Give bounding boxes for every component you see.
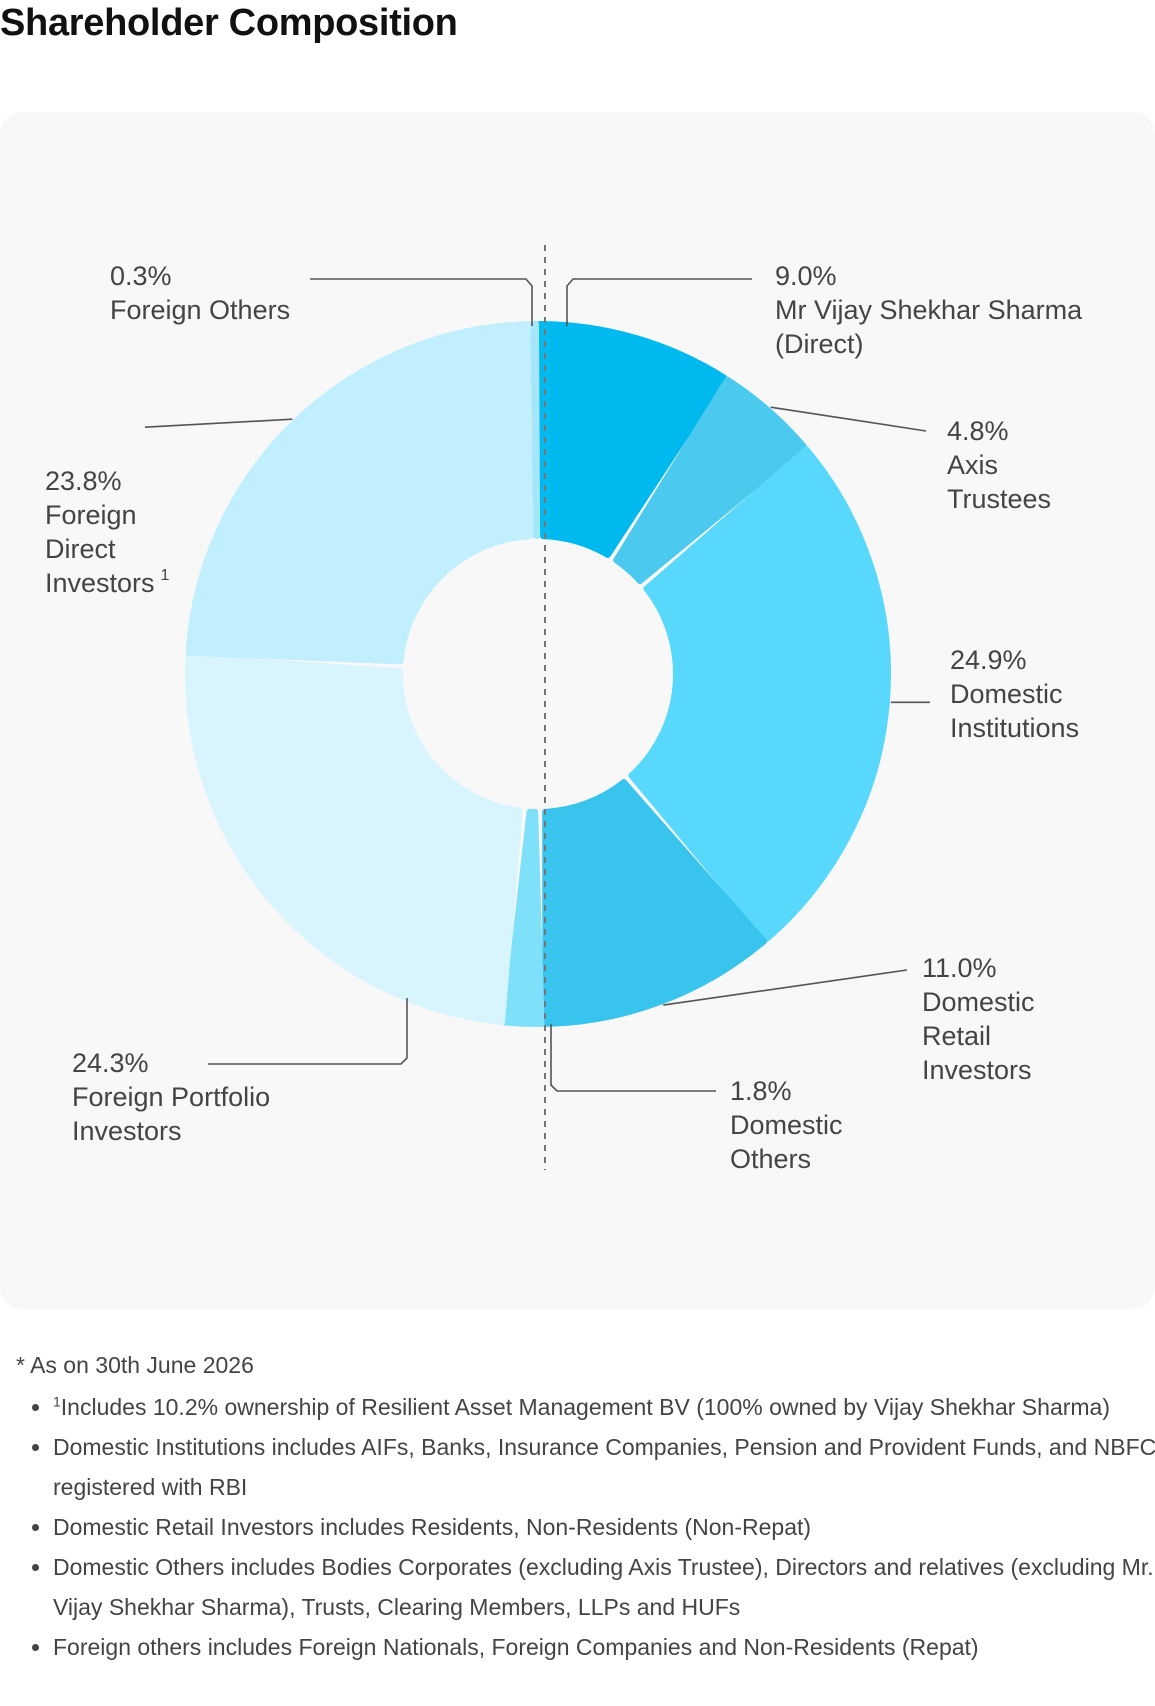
note-item: Domestic Retail Investors includes Resid…	[53, 1507, 1155, 1547]
label-line: Retail	[922, 1021, 992, 1051]
label-pct: 9.0%	[775, 261, 837, 291]
label-line: Direct	[45, 534, 116, 564]
leader-lines	[144, 278, 930, 1092]
note-text: Domestic Others includes Bodies Corporat…	[53, 1554, 1154, 1620]
label-pct: 0.3%	[110, 261, 172, 291]
note-item: Domestic Institutions includes AIFs, Ban…	[53, 1427, 1155, 1507]
label-line: Domestic	[950, 679, 1063, 709]
label-pct: 24.3%	[72, 1048, 149, 1078]
label-line: Domestic	[730, 1110, 843, 1140]
label-foreign-portfolio-investors: 24.3% Foreign Portfolio Investors	[72, 1046, 270, 1148]
note-item: 1Includes 10.2% ownership of Resilient A…	[53, 1387, 1155, 1427]
note-text: Foreign others includes Foreign National…	[53, 1634, 979, 1660]
label-line: Investors	[922, 1055, 1032, 1085]
label-foreign-others: 0.3% Foreign Others	[110, 259, 290, 327]
label-vijay-shekhar-sharma: 9.0% Mr Vijay Shekhar Sharma (Direct)	[775, 259, 1082, 361]
slice-foreign-portfolio-investors	[185, 653, 523, 1026]
note-text: Includes 10.2% ownership of Resilient As…	[60, 1394, 1111, 1420]
label-pct: 24.9%	[950, 645, 1027, 675]
note-text: Domestic Institutions includes AIFs, Ban…	[53, 1434, 1155, 1500]
slice-domestic-institutions	[628, 446, 891, 942]
label-pct: 1.8%	[730, 1076, 792, 1106]
slice-foreign-others	[530, 321, 541, 540]
leader-foreign-direct-investors	[144, 418, 293, 428]
note-item: Foreign others includes Foreign National…	[53, 1627, 1155, 1667]
label-axis-trustees: 4.8% Axis Trustees	[947, 414, 1051, 516]
slice-domestic-retail-investors	[542, 779, 767, 1027]
label-pct: 11.0%	[922, 953, 997, 983]
label-line: (Direct)	[775, 329, 864, 359]
label-line: Foreign	[45, 500, 137, 530]
label-domestic-retail-investors: 11.0% Domestic Retail Investors	[922, 951, 1035, 1087]
label-line: Mr Vijay Shekhar Sharma	[775, 295, 1083, 325]
footnote-mark: 1	[53, 1393, 61, 1410]
slice-foreign-direct-investors	[185, 321, 534, 665]
label-foreign-direct-investors: 23.8% Foreign Direct Investors 1	[45, 464, 169, 600]
slice-axis-trustees	[613, 376, 807, 585]
label-line: Foreign Portfolio	[72, 1082, 271, 1112]
label-line: Foreign Others	[110, 295, 291, 325]
leader-foreign-portfolio-investors	[208, 998, 408, 1065]
footnote-mark: 1	[160, 567, 170, 584]
page-title: Shareholder Composition	[0, 2, 458, 44]
note-item: Domestic Others includes Bodies Corporat…	[53, 1547, 1155, 1627]
label-line: Investors	[72, 1116, 182, 1146]
leader-axis-trustees	[770, 406, 927, 432]
label-line: Domestic	[922, 987, 1035, 1017]
label-line: Trustees	[947, 484, 1052, 514]
label-domestic-institutions: 24.9% Domestic Institutions	[950, 643, 1079, 745]
notes-heading: * As on 30th June 2026	[16, 1352, 254, 1378]
leader-foreign-others	[310, 278, 533, 326]
label-line: Investors 1	[45, 566, 169, 600]
leader-domestic-retail-investors	[663, 969, 908, 1006]
label-pct: 4.8%	[947, 416, 1009, 446]
note-text: Domestic Retail Investors includes Resid…	[53, 1514, 812, 1540]
label-line: Institutions	[950, 713, 1080, 743]
leader-vijay-shekhar-sharma	[566, 278, 752, 326]
label-line: Others	[730, 1144, 812, 1174]
slice-domestic-others	[502, 808, 545, 1027]
notes-list: 1Includes 10.2% ownership of Resilient A…	[28, 1387, 1155, 1667]
label-text: Investors	[45, 568, 155, 598]
label-line: Axis	[947, 450, 999, 480]
donut-slices	[185, 321, 891, 1027]
slice-mr-vijay-shekhar-sharma-direct	[537, 321, 728, 558]
label-pct: 23.8%	[45, 466, 122, 496]
leader-domestic-others	[550, 1024, 716, 1092]
label-domestic-others: 1.8% Domestic Others	[730, 1074, 843, 1176]
